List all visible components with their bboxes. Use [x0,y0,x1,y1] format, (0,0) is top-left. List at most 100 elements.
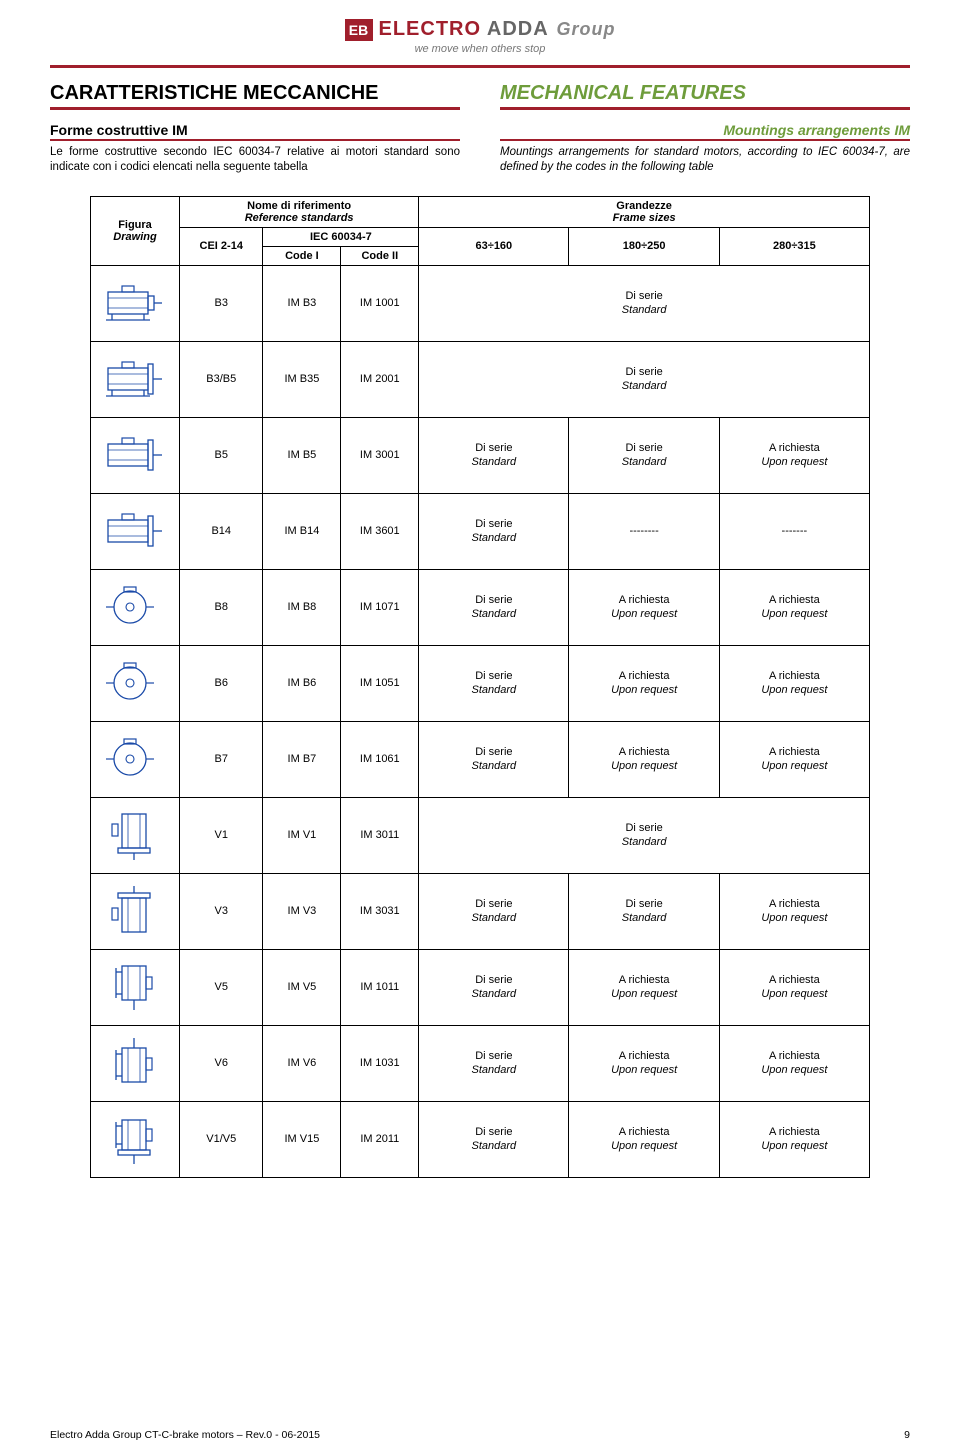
frame-cell: A richiestaUpon request [569,569,719,645]
drawing-cell [91,417,180,493]
table-row: V1IM V1IM 3011Di serieStandard [91,797,870,873]
mounting-schematic-icon [102,430,168,480]
th-grandezze: Grandezze Frame sizes [419,196,870,227]
drawing-cell [91,797,180,873]
mounting-schematic-icon [102,1038,168,1088]
drawing-cell [91,721,180,797]
drawing-cell [91,341,180,417]
mounting-schematic-icon [102,886,168,936]
intro-left: Le forme costruttive secondo IEC 60034-7… [50,145,460,175]
code1-cell: IM V3 [263,873,341,949]
divider [50,65,910,68]
frame-cell: ------- [719,493,869,569]
th-figura-en: Drawing [95,231,175,243]
frame-cell: Di serieStandard [569,873,719,949]
code2-cell: IM 1051 [341,645,419,721]
cei-cell: B8 [180,569,263,645]
footer: Electro Adda Group CT-C-brake motors – R… [50,1429,910,1441]
code1-cell: IM B6 [263,645,341,721]
th-figura: Figura Drawing [91,196,180,265]
th-col-c: 280÷315 [719,227,869,265]
code2-cell: IM 3001 [341,417,419,493]
logo-badge-icon: EB [345,19,373,41]
frame-cell: Di serieStandard [419,873,569,949]
th-col-a: 63÷160 [419,227,569,265]
code1-cell: IM V1 [263,797,341,873]
frame-cell: A richiestaUpon request [719,417,869,493]
cei-cell: B5 [180,417,263,493]
th-col-b: 180÷250 [569,227,719,265]
frame-cell: A richiestaUpon request [569,645,719,721]
mounting-schematic-icon [102,962,168,1012]
th-figura-it: Figura [118,219,152,231]
table-row: B7IM B7IM 1061Di serieStandardA richiest… [91,721,870,797]
table-row: B6IM B6IM 1051Di serieStandardA richiest… [91,645,870,721]
cei-cell: B6 [180,645,263,721]
code2-cell: IM 2011 [341,1101,419,1177]
code2-cell: IM 2001 [341,341,419,417]
mounting-table: Figura Drawing Nome di riferimento Refer… [90,196,870,1178]
code1-cell: IM B14 [263,493,341,569]
frame-cell: A richiestaUpon request [719,1101,869,1177]
cei-cell: V6 [180,1025,263,1101]
code2-cell: IM 1001 [341,265,419,341]
mounting-schematic-icon [102,582,168,632]
cei-cell: V5 [180,949,263,1025]
code1-cell: IM V6 [263,1025,341,1101]
logo-text: ELECTRO ADDA Group [379,18,616,41]
intro-right: Mountings arrangements for standard moto… [500,145,910,175]
subtitle-right: Mountings arrangements IM [500,122,910,141]
frame-cell: Di serieStandard [569,417,719,493]
code1-cell: IM V5 [263,949,341,1025]
footer-page-number: 9 [904,1429,910,1441]
code1-cell: IM V15 [263,1101,341,1177]
drawing-cell [91,1025,180,1101]
frame-cell: Di serieStandard [419,341,870,417]
frame-cell: A richiestaUpon request [569,1025,719,1101]
table-row: B5IM B5IM 3001Di serieStandardDi serieSt… [91,417,870,493]
drawing-cell [91,645,180,721]
mounting-schematic-icon [102,1114,168,1164]
th-ref: Nome di riferimento Reference standards [180,196,419,227]
th-code2: Code II [341,246,419,265]
logo: EB ELECTRO ADDA Group we move when other… [50,18,910,55]
code1-cell: IM B5 [263,417,341,493]
frame-cell: A richiestaUpon request [569,949,719,1025]
frame-cell: Di serieStandard [419,493,569,569]
code2-cell: IM 1011 [341,949,419,1025]
frame-cell: A richiestaUpon request [719,569,869,645]
drawing-cell [91,873,180,949]
table-row: V6IM V6IM 1031Di serieStandardA richiest… [91,1025,870,1101]
code2-cell: IM 1061 [341,721,419,797]
table-row: B8IM B8IM 1071Di serieStandardA richiest… [91,569,870,645]
table-row: B3IM B3IM 1001Di serieStandard [91,265,870,341]
drawing-cell [91,265,180,341]
table-row: V5IM V5IM 1011Di serieStandardA richiest… [91,949,870,1025]
mounting-schematic-icon [102,506,168,556]
code1-cell: IM B3 [263,265,341,341]
cei-cell: V1 [180,797,263,873]
frame-cell: Di serieStandard [419,417,569,493]
table-row: V3IM V3IM 3031Di serieStandardDi serieSt… [91,873,870,949]
code1-cell: IM B8 [263,569,341,645]
cei-cell: B3 [180,265,263,341]
cei-cell: B3/B5 [180,341,263,417]
code2-cell: IM 3601 [341,493,419,569]
frame-cell: Di serieStandard [419,797,870,873]
mounting-schematic-icon [102,658,168,708]
th-grandezze-it: Grandezze [616,200,672,212]
logo-tagline: we move when others stop [50,43,910,55]
code1-cell: IM B35 [263,341,341,417]
code1-cell: IM B7 [263,721,341,797]
frame-cell: Di serieStandard [419,569,569,645]
frame-cell: A richiestaUpon request [719,873,869,949]
th-iec: IEC 60034-7 [263,227,419,246]
th-ref-it: Nome di riferimento [247,200,351,212]
drawing-cell [91,493,180,569]
th-code1: Code I [263,246,341,265]
frame-cell: Di serieStandard [419,645,569,721]
cei-cell: B14 [180,493,263,569]
footer-left: Electro Adda Group CT-C-brake motors – R… [50,1429,320,1441]
drawing-cell [91,949,180,1025]
frame-cell: Di serieStandard [419,949,569,1025]
